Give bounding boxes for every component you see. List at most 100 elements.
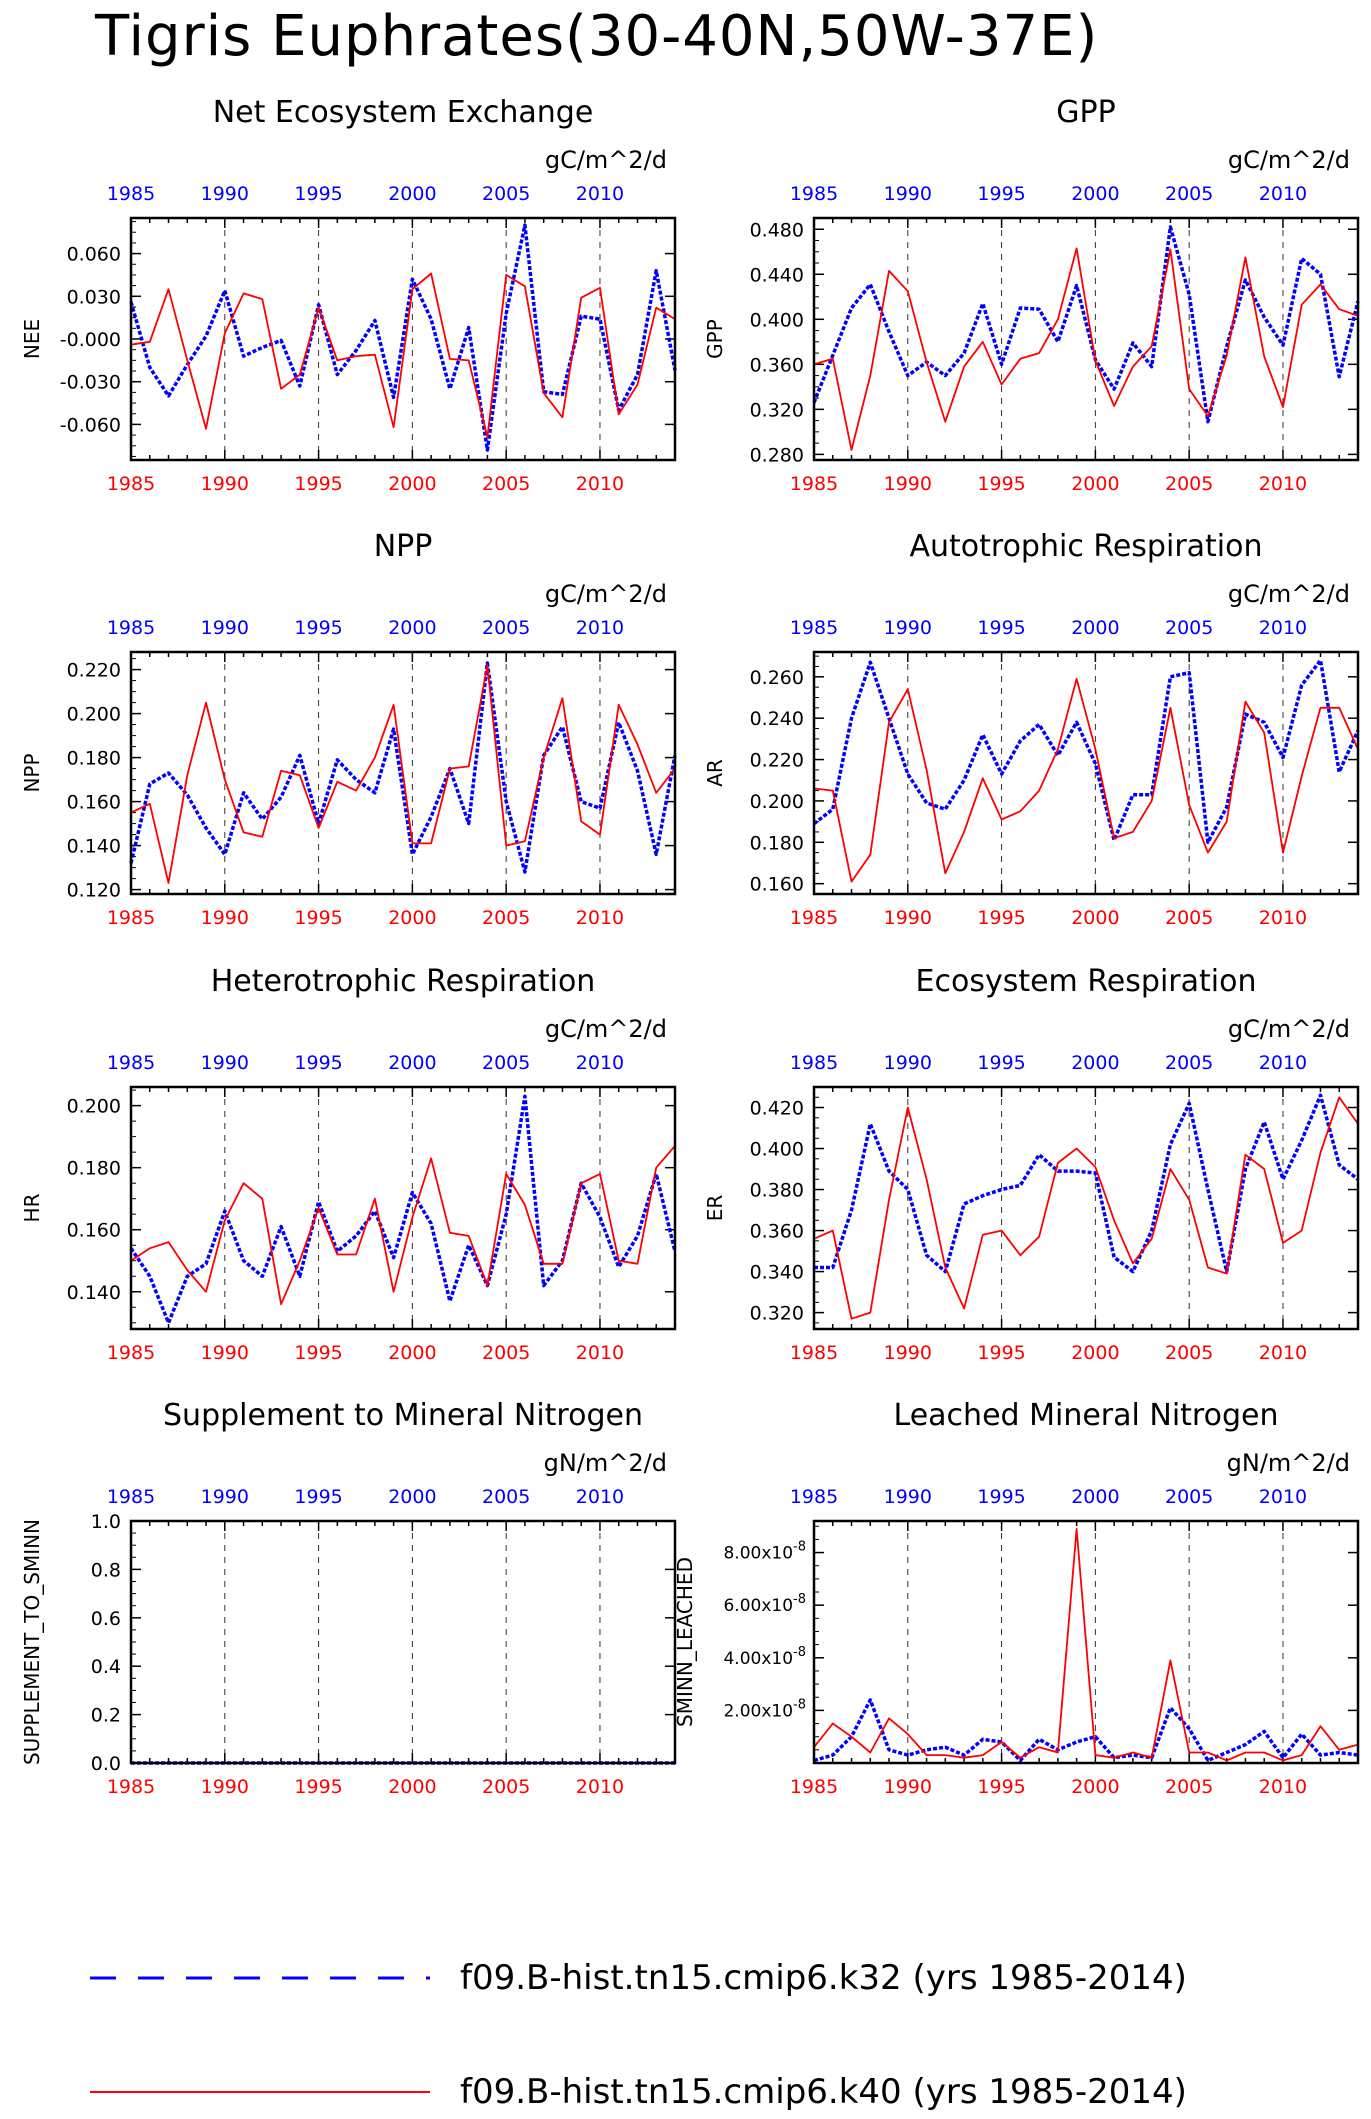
panel-3-series-line-k40 <box>130 664 676 884</box>
panel-2-y-tick-label-5: 0.480 <box>750 219 804 241</box>
panel-1-y-tick-label-3: 0.030 <box>67 286 121 308</box>
panel-6-series-line-k40 <box>813 1096 1359 1320</box>
panel-2-y-tick-label-4: 0.440 <box>750 264 804 286</box>
panel-4-units: gC/m^2/d <box>1228 580 1350 608</box>
panel-4-plot-frame <box>812 650 1360 896</box>
panel-8-title: Leached Mineral Nitrogen <box>894 1398 1279 1433</box>
panel-6-bottom-tick-label-1985: 1985 <box>790 1342 838 1364</box>
panel-3-bottom-tick-label-1990: 1990 <box>201 907 249 929</box>
panel-6-units: gC/m^2/d <box>1228 1015 1350 1043</box>
panel-6-bottom-tick-label-2000: 2000 <box>1071 1342 1119 1364</box>
panel-3-y-tick-label-4: 0.200 <box>67 704 121 726</box>
panel-3-top-tick-label-1995: 1995 <box>294 617 342 639</box>
panel-2-top-tick-label-1990: 1990 <box>884 183 932 205</box>
panel-2-series-line-k40 <box>813 247 1359 451</box>
panel-4-y-tick-label-4: 0.240 <box>750 708 804 730</box>
panel-8-y-tick-label-2: 6.00x10-8 <box>723 1592 806 1616</box>
panel-2-y-tick-label-2: 0.360 <box>750 354 804 376</box>
panel-1-bottom-tick-label-2010: 2010 <box>576 473 624 495</box>
panel-2-plot-frame <box>812 216 1360 462</box>
legend-entry-k40: f09.B-hist.tn15.cmip6.k40 (yrs 1985-2014… <box>90 2072 1290 2112</box>
panel-7-bottom-tick-label-1985: 1985 <box>107 1776 155 1798</box>
panel-4-top-tick-label-1990: 1990 <box>884 617 932 639</box>
panel-3-top-tick-label-1985: 1985 <box>107 617 155 639</box>
panel-6-y-tick-label-5: 0.420 <box>750 1098 804 1120</box>
panel-1-bottom-tick-label-1990: 1990 <box>201 473 249 495</box>
panel-4-top-tick-label-2005: 2005 <box>1165 617 1213 639</box>
panel-8-y-tick-label-1: 4.00x10-8 <box>723 1645 806 1669</box>
panel-8-top-tick-label-2010: 2010 <box>1259 1486 1307 1508</box>
panel-5-top-tick-label-1995: 1995 <box>294 1052 342 1074</box>
panel-4-top-tick-label-2000: 2000 <box>1071 617 1119 639</box>
panel-1-bottom-tick-label-2000: 2000 <box>388 473 436 495</box>
panel-5-bottom-tick-label-1990: 1990 <box>201 1342 249 1364</box>
panel-6-top-tick-label-1995: 1995 <box>977 1052 1025 1074</box>
panel-7-y-tick-label-5: 1.0 <box>91 1511 121 1533</box>
panel-5-title: Heterotrophic Respiration <box>211 964 596 999</box>
panel-8-top-tick-label-1995: 1995 <box>977 1486 1025 1508</box>
panel-2-bottom-tick-label-2010: 2010 <box>1259 473 1307 495</box>
panel-5-series-line-k40 <box>130 1145 676 1306</box>
panel-7-top-tick-label-2005: 2005 <box>482 1486 530 1508</box>
panel-5-y-tick-label-3: 0.200 <box>67 1096 121 1118</box>
panel-5-y-tick-label-0: 0.140 <box>67 1282 121 1304</box>
panel-2-top-tick-label-2000: 2000 <box>1071 183 1119 205</box>
panel-3-top-tick-label-2000: 2000 <box>388 617 436 639</box>
panel-4-series-line-k40 <box>813 678 1359 883</box>
legend-swatch-k32 <box>90 1976 430 1980</box>
panel-6-bottom-tick-label-1995: 1995 <box>977 1342 1025 1364</box>
panel-3-title: NPP <box>374 529 433 564</box>
panel-7-bottom-tick-label-2005: 2005 <box>482 1776 530 1798</box>
panel-1-y-tick-label-4: 0.060 <box>67 244 121 266</box>
panel-5-bottom-tick-label-1985: 1985 <box>107 1342 155 1364</box>
panel-7-top-tick-label-1995: 1995 <box>294 1486 342 1508</box>
panel-4-top-tick-label-1985: 1985 <box>790 617 838 639</box>
panel-1-series-line-k40 <box>130 272 676 439</box>
panel-4-bottom-tick-label-2000: 2000 <box>1071 907 1119 929</box>
panel-7-units: gN/m^2/d <box>544 1449 667 1477</box>
panel-3-bottom-tick-label-2000: 2000 <box>388 907 436 929</box>
legend-entry-k32: f09.B-hist.tn15.cmip6.k32 (yrs 1985-2014… <box>90 1958 1290 1998</box>
panel-5-series-line-k32 <box>129 1094 677 1325</box>
panel-2-y-tick-label-3: 0.400 <box>750 309 804 331</box>
legend-label-k32: f09.B-hist.tn15.cmip6.k32 (yrs 1985-2014… <box>460 1958 1187 1998</box>
panel-2-units: gC/m^2/d <box>1228 146 1350 174</box>
panel-8-plot-frame <box>812 1519 1360 1765</box>
panel-6-y-tick-label-4: 0.400 <box>750 1139 804 1161</box>
panel-2-series-line-k32 <box>812 225 1360 424</box>
panel-7-y-tick-label-0: 0.0 <box>91 1753 121 1775</box>
panel-3-bottom-tick-label-1995: 1995 <box>294 907 342 929</box>
panel-4-y-tick-label-0: 0.160 <box>750 874 804 896</box>
panel-4-y-tick-label-3: 0.220 <box>750 750 804 772</box>
panel-1-bottom-tick-label-1995: 1995 <box>294 473 342 495</box>
panel-6-y-tick-label-0: 0.320 <box>750 1303 804 1325</box>
panel-3-top-tick-label-2005: 2005 <box>482 617 530 639</box>
panel-5-top-tick-label-2005: 2005 <box>482 1052 530 1074</box>
panel-7-top-tick-label-2000: 2000 <box>388 1486 436 1508</box>
panel-4-top-tick-label-1995: 1995 <box>977 617 1025 639</box>
panel-3-y-tick-label-2: 0.160 <box>67 792 121 814</box>
panel-3-bottom-tick-label-1985: 1985 <box>107 907 155 929</box>
panel-8-y-tick-label-0: 2.00x10-8 <box>723 1697 806 1721</box>
panel-1-bottom-tick-label-2005: 2005 <box>482 473 530 495</box>
panel-3-units: gC/m^2/d <box>545 580 667 608</box>
panel-7-y-tick-label-2: 0.4 <box>91 1656 121 1678</box>
panel-7-title: Supplement to Mineral Nitrogen <box>163 1398 643 1433</box>
panel-8-top-tick-label-1990: 1990 <box>884 1486 932 1508</box>
panel-2-y-tick-label-1: 0.320 <box>750 399 804 421</box>
panel-2-top-tick-label-2010: 2010 <box>1259 183 1307 205</box>
panel-8-y-axis-label: SMINN_LEACHED <box>673 1557 697 1727</box>
panel-6-top-tick-label-2010: 2010 <box>1259 1052 1307 1074</box>
panel-8-bottom-tick-label-2010: 2010 <box>1259 1776 1307 1798</box>
panel-1-series-line-k32 <box>129 223 677 452</box>
panel-4-y-tick-label-5: 0.260 <box>750 667 804 689</box>
panel-1-title: Net Ecosystem Exchange <box>213 95 594 130</box>
panel-8-top-tick-label-2005: 2005 <box>1165 1486 1213 1508</box>
panel-8-top-tick-label-2000: 2000 <box>1071 1486 1119 1508</box>
panel-8-series-line-k32 <box>813 1698 1359 1763</box>
panel-7-y-tick-label-3: 0.6 <box>91 1608 121 1630</box>
panel-3-y-tick-label-1: 0.140 <box>67 836 121 858</box>
panel-5-bottom-tick-label-1995: 1995 <box>294 1342 342 1364</box>
panel-6-top-tick-label-1990: 1990 <box>884 1052 932 1074</box>
